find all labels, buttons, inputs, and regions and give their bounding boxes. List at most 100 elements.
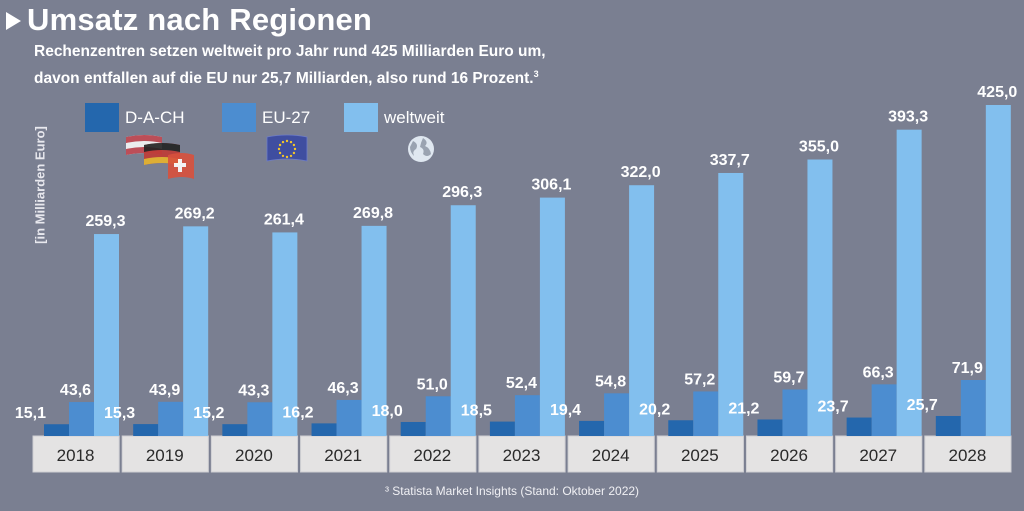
year-box	[300, 435, 388, 473]
bar-weltweit	[718, 172, 744, 437]
legend-label-weltweit: weltweit	[384, 107, 445, 127]
bar-d-a-ch	[846, 417, 872, 436]
bar-d-a-ch	[757, 419, 783, 436]
eu-star	[285, 139, 289, 143]
switzerland-flag-icon	[168, 153, 194, 179]
bar-eu-27	[693, 391, 719, 436]
x-tick-label: 2019	[146, 446, 184, 465]
year-box	[32, 435, 120, 473]
subtitle-line-2: davon entfallen auf die EU nur 25,7 Mill…	[34, 63, 546, 90]
data-label: 15,2	[193, 405, 224, 422]
bar-eu-27	[336, 399, 362, 436]
legend-swatch-dach	[85, 103, 119, 132]
eu-star	[289, 154, 293, 158]
bar-eu-27	[514, 395, 540, 436]
play-triangle-icon	[6, 12, 21, 30]
x-tick-label: 2023	[503, 446, 541, 465]
x-tick-label: 2026	[770, 446, 808, 465]
bar-d-a-ch	[222, 424, 248, 436]
flags-austria-germany-switzerland-icon	[126, 135, 194, 179]
legend-item-eu: EU-27	[222, 103, 310, 132]
bar-weltweit	[629, 185, 655, 436]
legend-swatch-weltweit	[344, 103, 378, 132]
eu-star	[292, 143, 296, 147]
bar-eu-27	[782, 389, 808, 436]
data-label: 43,3	[238, 382, 269, 399]
bar-d-a-ch	[133, 424, 159, 436]
data-label: 43,9	[149, 382, 180, 399]
chart-title: Umsatz nach Regionen	[27, 2, 373, 37]
data-label: 355,0	[799, 139, 839, 156]
chart-subtitle: Rechenzentren setzen weltweit pro Jahr r…	[34, 40, 546, 90]
year-box	[389, 435, 477, 473]
eu-star	[292, 151, 296, 155]
bar-eu-27	[247, 402, 273, 436]
x-tick-label: 2022	[413, 446, 451, 465]
x-tick-label: 2018	[57, 446, 95, 465]
year-box	[924, 435, 1012, 473]
bar-d-a-ch	[400, 421, 426, 436]
data-label: 71,9	[952, 360, 983, 377]
subtitle-line-1: Rechenzentren setzen weltweit pro Jahr r…	[34, 43, 546, 60]
data-label: 23,7	[817, 399, 848, 416]
bar-weltweit	[985, 105, 1011, 436]
bar-weltweit	[539, 197, 565, 436]
legend-label-eu: EU-27	[262, 107, 311, 127]
bar-eu-27	[871, 384, 897, 436]
year-box	[478, 435, 566, 473]
eu-star	[293, 147, 297, 151]
data-label: 51,0	[417, 376, 448, 393]
data-label: 259,3	[85, 213, 125, 230]
eu-star	[277, 147, 281, 151]
bar-eu-27	[960, 380, 986, 436]
data-label: 269,2	[175, 205, 215, 222]
eu-star	[278, 151, 282, 155]
data-label: 15,3	[104, 405, 135, 422]
bar-chart: 2018 15,1 43,6 259,3 2019 15,3 43,9 269,2 2020 15…	[15, 84, 1017, 473]
eu-star	[278, 143, 282, 147]
bar-weltweit	[272, 232, 298, 436]
legend-label-dach: D-A-CH	[125, 107, 185, 127]
eu-star	[285, 155, 289, 159]
bar-weltweit	[450, 205, 476, 436]
x-tick-label: 2025	[681, 446, 719, 465]
year-box	[745, 435, 834, 473]
bar-weltweit	[94, 234, 119, 436]
data-label: 269,8	[353, 205, 393, 222]
data-label: 18,0	[372, 403, 403, 420]
data-label: 20,2	[639, 401, 670, 418]
data-label: 66,3	[863, 364, 894, 381]
footnote: ³ Statista Market Insights (Stand: Oktob…	[384, 484, 640, 498]
footnote-marker: 3	[533, 69, 539, 79]
bar-d-a-ch	[489, 421, 515, 436]
data-label: 337,7	[710, 152, 750, 169]
bar-weltweit	[183, 226, 209, 436]
year-box	[835, 435, 923, 473]
bar-d-a-ch	[44, 424, 69, 436]
title-row: Umsatz nach Regionen	[6, 2, 372, 38]
bar-d-a-ch	[311, 423, 337, 436]
bar-eu-27	[604, 393, 630, 436]
data-label: 54,8	[595, 373, 626, 390]
data-label: 296,3	[442, 184, 482, 201]
data-label: 322,0	[621, 164, 661, 181]
x-tick-label: 2024	[592, 446, 630, 465]
bar-d-a-ch	[579, 420, 605, 436]
data-label: 19,4	[550, 402, 581, 419]
x-tick-label: 2020	[235, 446, 273, 465]
bar-weltweit	[807, 159, 833, 437]
eu-star	[281, 140, 285, 144]
data-label: 393,3	[888, 109, 928, 126]
x-tick-label: 2021	[324, 446, 362, 465]
data-label: 21,2	[728, 400, 759, 417]
bar-eu-27	[69, 402, 94, 436]
data-label: 43,6	[60, 382, 91, 399]
data-label: 425,0	[977, 84, 1017, 101]
bar-weltweit	[361, 225, 387, 436]
data-label: 25,7	[907, 397, 938, 414]
x-tick-label: 2028	[948, 446, 986, 465]
x-tick-label: 2027	[859, 446, 897, 465]
year-box	[656, 435, 744, 473]
data-label: 59,7	[773, 370, 804, 387]
data-label: 16,2	[282, 404, 313, 421]
